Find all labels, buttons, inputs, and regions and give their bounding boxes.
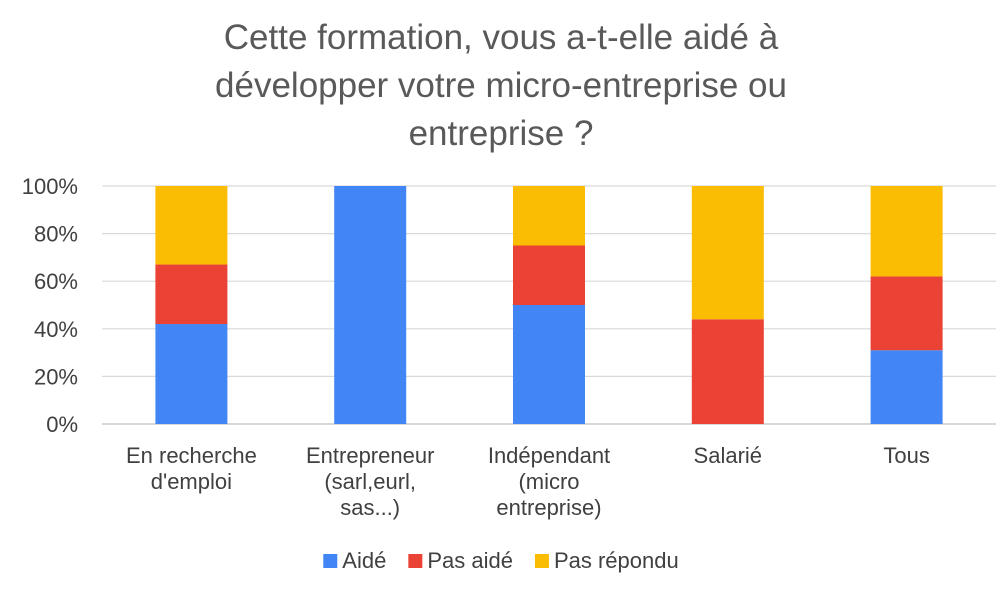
x-category-label: sas...) — [340, 495, 400, 520]
chart-title-line-3: entreprise ? — [408, 114, 594, 153]
y-tick-label: 40% — [34, 317, 78, 342]
chart-title: Cette formation, vous a-t-elle aidé à dé… — [0, 14, 1002, 158]
bar-segment — [155, 264, 228, 325]
y-tick-label: 60% — [34, 269, 78, 294]
x-category-label: Indépendant — [488, 443, 610, 468]
legend-marker — [323, 554, 338, 568]
legend-label: Pas aidé — [427, 548, 513, 573]
bar-segment — [870, 186, 943, 277]
y-tick-label: 100% — [22, 174, 78, 199]
bar-segment — [155, 324, 228, 424]
legend-label: Pas répondu — [554, 548, 679, 573]
y-tick-label: 0% — [46, 412, 78, 437]
bar-segment — [155, 186, 228, 265]
chart-title-line-1: Cette formation, vous a-t-elle aidé à — [223, 18, 779, 57]
x-category-label: Salarié — [694, 443, 762, 468]
chart-title-line-2: développer votre micro-entreprise ou — [215, 66, 787, 105]
legend-marker — [408, 554, 423, 568]
bar-segment — [870, 276, 943, 351]
x-category-label: Entrepreneur — [306, 443, 434, 468]
x-category-label: entreprise) — [496, 495, 601, 520]
bar-segment — [691, 186, 764, 320]
bar-segment — [870, 350, 943, 424]
x-category-label: (micro — [518, 469, 579, 494]
x-category-label: (sarl,eurl, — [324, 469, 416, 494]
legend-label: Aidé — [342, 548, 386, 573]
bar-segment — [691, 319, 764, 424]
x-category-label: Tous — [883, 443, 929, 468]
y-tick-label: 20% — [34, 364, 78, 389]
y-tick-label: 80% — [34, 222, 78, 247]
bar-segment — [334, 186, 407, 424]
bar-segment — [513, 186, 585, 246]
x-category-label: En recherche — [126, 443, 257, 468]
x-category-label: d'emploi — [151, 469, 232, 494]
legend-marker — [534, 554, 549, 568]
bar-segment — [513, 305, 585, 424]
bar-segment — [513, 245, 585, 305]
